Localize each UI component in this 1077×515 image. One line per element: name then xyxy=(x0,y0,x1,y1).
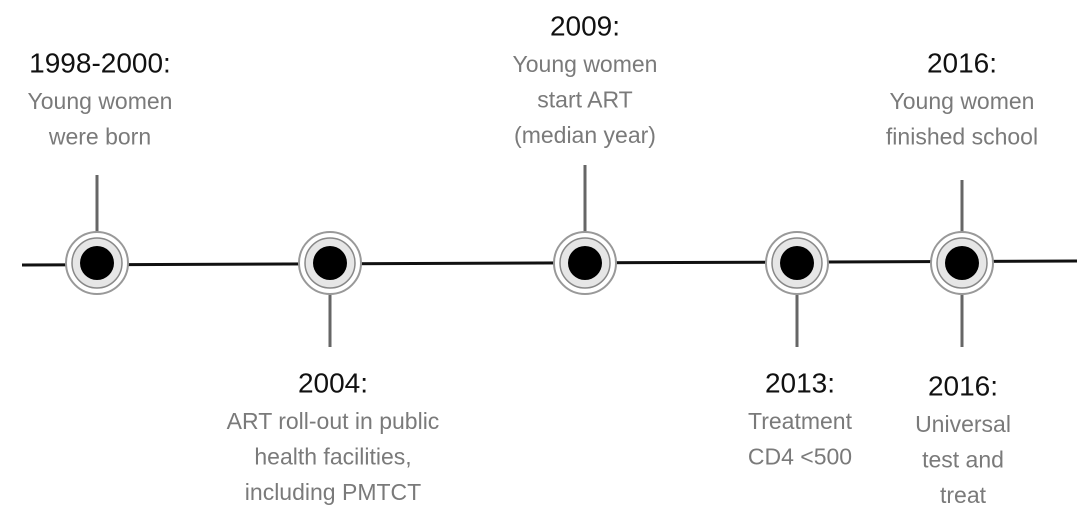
event-description: were born xyxy=(48,124,151,150)
event-description: ART roll-out in public xyxy=(227,408,440,434)
event-description: test and xyxy=(922,447,1004,473)
node-dot xyxy=(945,246,979,280)
event-year: 2004: xyxy=(298,367,368,398)
event-description: Universal xyxy=(915,411,1011,437)
event-description: including PMTCT xyxy=(245,479,421,505)
event-description: finished school xyxy=(886,124,1038,150)
node-dot xyxy=(568,246,602,280)
event-description: Young women xyxy=(513,51,658,77)
node-dot xyxy=(313,246,347,280)
event-description: CD4 <500 xyxy=(748,444,852,470)
event-year: 2009: xyxy=(550,10,620,41)
event-year: 2016: xyxy=(927,47,997,78)
event-year: 2013: xyxy=(765,367,835,398)
axis-line xyxy=(21,259,1077,267)
event-description: treat xyxy=(940,482,987,508)
event-description: start ART xyxy=(537,87,632,113)
node-dot xyxy=(80,246,114,280)
event-description: Treatment xyxy=(748,408,853,434)
event-year: 1998-2000: xyxy=(29,47,171,78)
event-description: health facilities, xyxy=(254,444,411,470)
node-dot xyxy=(780,246,814,280)
event-year: 2016: xyxy=(928,370,998,401)
event-description: Young women xyxy=(890,88,1035,114)
event-description: (median year) xyxy=(514,122,656,148)
event-description: Young women xyxy=(28,88,173,114)
